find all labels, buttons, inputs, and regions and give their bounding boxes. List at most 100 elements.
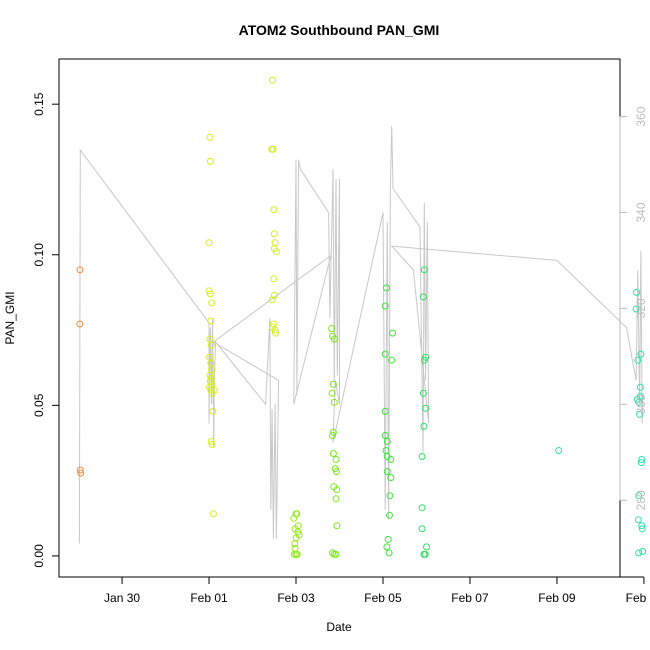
secondary-line-layer [78,126,644,544]
data-point [389,329,397,337]
data-point [291,544,299,552]
data-point [209,407,217,415]
data-point [329,432,336,439]
data-point [206,133,214,141]
data-point [423,543,430,551]
data-point [293,550,301,558]
x-tick-label: Feb 11 [626,591,650,605]
data-point [634,356,642,364]
data-point [333,486,341,494]
data-point [385,549,393,557]
y2-tick-label: 300 [634,394,648,414]
data-point [635,492,643,500]
data-point [77,469,85,477]
data-point [420,356,428,364]
data-point [210,386,218,394]
data-point [386,511,393,519]
y-axis: 0.00 0.05 0.10 0.15 [32,92,60,568]
data-point [638,456,646,463]
data-point [205,239,213,247]
data-point [207,317,215,325]
y2-tick-label: 280 [634,490,648,510]
data-point [419,389,427,397]
data-point [293,510,301,518]
data-point [422,404,430,412]
data-point [271,326,279,334]
x-tick-label: Feb 07 [451,591,489,605]
data-point [332,550,340,558]
data-point [636,383,644,391]
y2-tick-label: 360 [634,106,648,126]
data-point [421,550,429,558]
data-point [387,474,395,482]
data-point [329,380,337,388]
data-point [383,468,391,476]
y-axis-label: PAN_GMI [3,291,17,344]
data-point [633,288,640,296]
x-axis-label: Date [326,620,352,634]
data-point [383,543,391,551]
y2-tick-label: 340 [634,202,648,222]
data-point [386,492,394,500]
data-point [387,456,395,463]
secondary-series-line [78,126,644,544]
y-tick-label: 0.00 [32,544,46,568]
data-point [381,302,389,310]
data-point [269,145,277,153]
data-point [639,547,647,555]
x-tick-label: Feb 09 [538,591,576,605]
x-tick-label: Feb 05 [364,591,402,605]
secondary-y-axis: 280 300 320 340 360 [619,106,648,510]
data-point [381,350,389,358]
data-point [271,239,279,247]
data-point [329,428,337,436]
data-point [269,76,276,84]
data-point [638,525,646,533]
data-point [420,422,428,430]
x-tick-label: Feb 03 [277,591,315,605]
data-point [329,549,336,557]
data-point [270,230,278,238]
data-point [420,266,428,274]
data-point [332,495,340,503]
data-point [272,248,280,256]
data-point [555,447,563,454]
data-point [418,453,426,460]
x-tick-label: Feb 01 [190,591,228,605]
data-point [383,438,391,445]
data-point [329,450,337,457]
data-point [272,329,280,337]
data-point [632,305,640,313]
data-point [384,535,392,543]
data-point [637,350,645,358]
data-point [206,157,214,165]
scatter-points-layer [76,76,647,558]
data-point [635,398,643,406]
data-point [634,516,642,524]
data-point [206,290,214,298]
data-point [76,320,84,328]
data-point [635,549,643,557]
y2-tick-label: 320 [634,298,648,318]
data-point [419,293,427,301]
data-point [333,522,341,530]
y-tick-label: 0.15 [32,92,46,116]
data-point [388,356,396,364]
data-point [268,296,276,304]
y-tick-label: 0.10 [32,243,46,267]
data-point [328,325,336,332]
data-point [330,335,338,343]
data-point [383,284,390,292]
data-point [418,504,426,512]
data-point [76,266,84,274]
data-point [333,468,340,476]
y-tick-label: 0.05 [32,393,46,417]
data-point [208,299,216,307]
chart-title: ATOM2 Southbound PAN_GMI [239,22,440,38]
data-point [76,466,84,474]
data-point [328,389,336,397]
data-point [637,459,645,467]
data-point [209,510,217,518]
data-point [330,398,338,406]
